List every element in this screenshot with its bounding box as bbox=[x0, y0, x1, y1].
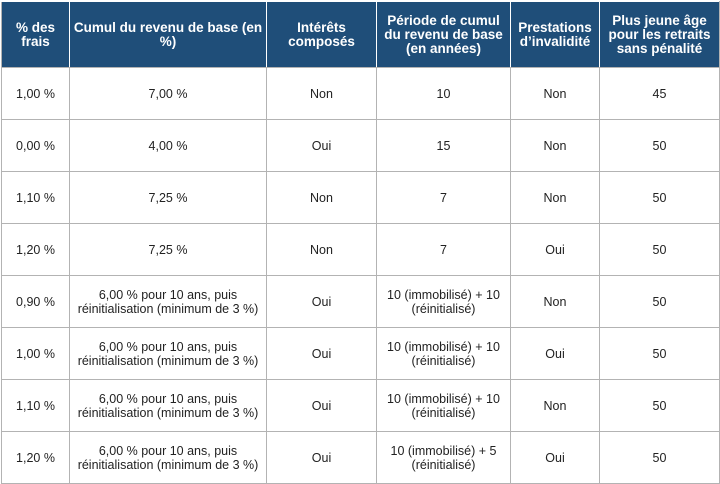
table-row: 1,10 % 6,00 % pour 10 ans, puis réinitia… bbox=[1, 379, 720, 432]
header-row: % des frais Cumul du revenu de base (en … bbox=[1, 1, 720, 68]
header-fees: % des frais bbox=[1, 1, 70, 68]
cell-base-income-accumulation: 7,00 % bbox=[69, 67, 267, 120]
cell-fees: 1,00 % bbox=[1, 67, 70, 120]
cell-base-income-accumulation: 6,00 % pour 10 ans, puis réinitialisatio… bbox=[69, 431, 267, 484]
cell-fees: 1,20 % bbox=[1, 223, 70, 276]
cell-disability-benefits: Non bbox=[510, 379, 600, 432]
cell-fees: 0,90 % bbox=[1, 275, 70, 328]
cell-accumulation-period: 15 bbox=[376, 119, 511, 172]
table-row: 1,00 % 6,00 % pour 10 ans, puis réinitia… bbox=[1, 327, 720, 380]
cell-disability-benefits: Oui bbox=[510, 223, 600, 276]
cell-accumulation-period: 10 bbox=[376, 67, 511, 120]
cell-disability-benefits: Non bbox=[510, 171, 600, 224]
cell-compound-interest: Non bbox=[266, 67, 377, 120]
cell-base-income-accumulation: 6,00 % pour 10 ans, puis réinitialisatio… bbox=[69, 379, 267, 432]
cell-compound-interest: Oui bbox=[266, 275, 377, 328]
cell-accumulation-period: 10 (immobilisé) + 10 (réinitialisé) bbox=[376, 327, 511, 380]
cell-youngest-withdrawal-age: 50 bbox=[599, 275, 720, 328]
cell-fees: 1,10 % bbox=[1, 171, 70, 224]
header-youngest-withdrawal-age: Plus jeune âge pour les retraits sans pé… bbox=[599, 1, 720, 68]
cell-youngest-withdrawal-age: 50 bbox=[599, 119, 720, 172]
table-row: 1,20 % 7,25 % Non 7 Oui 50 bbox=[1, 223, 720, 276]
cell-fees: 1,00 % bbox=[1, 327, 70, 380]
cell-accumulation-period: 10 (immobilisé) + 5 (réinitialisé) bbox=[376, 431, 511, 484]
table-row: 1,20 % 6,00 % pour 10 ans, puis réinitia… bbox=[1, 431, 720, 484]
cell-accumulation-period: 10 (immobilisé) + 10 (réinitialisé) bbox=[376, 275, 511, 328]
cell-youngest-withdrawal-age: 50 bbox=[599, 431, 720, 484]
cell-accumulation-period: 10 (immobilisé) + 10 (réinitialisé) bbox=[376, 379, 511, 432]
cell-youngest-withdrawal-age: 45 bbox=[599, 67, 720, 120]
cell-disability-benefits: Oui bbox=[510, 327, 600, 380]
cell-compound-interest: Oui bbox=[266, 327, 377, 380]
cell-fees: 0,00 % bbox=[1, 119, 70, 172]
cell-disability-benefits: Non bbox=[510, 119, 600, 172]
cell-compound-interest: Oui bbox=[266, 431, 377, 484]
cell-compound-interest: Oui bbox=[266, 379, 377, 432]
table-row: 1,10 % 7,25 % Non 7 Non 50 bbox=[1, 171, 720, 224]
table-row: 0,90 % 6,00 % pour 10 ans, puis réinitia… bbox=[1, 275, 720, 328]
header-base-income-accumulation: Cumul du revenu de base (en %) bbox=[69, 1, 267, 68]
cell-base-income-accumulation: 7,25 % bbox=[69, 223, 267, 276]
cell-youngest-withdrawal-age: 50 bbox=[599, 327, 720, 380]
header-accumulation-period: Période de cumul du revenu de base (en a… bbox=[376, 1, 511, 68]
cell-base-income-accumulation: 6,00 % pour 10 ans, puis réinitialisatio… bbox=[69, 275, 267, 328]
cell-disability-benefits: Non bbox=[510, 67, 600, 120]
cell-youngest-withdrawal-age: 50 bbox=[599, 223, 720, 276]
cell-disability-benefits: Oui bbox=[510, 431, 600, 484]
cell-base-income-accumulation: 4,00 % bbox=[69, 119, 267, 172]
cell-fees: 1,20 % bbox=[1, 431, 70, 484]
cell-compound-interest: Non bbox=[266, 171, 377, 224]
table-row: 1,00 % 7,00 % Non 10 Non 45 bbox=[1, 67, 720, 120]
cell-fees: 1,10 % bbox=[1, 379, 70, 432]
header-disability-benefits: Prestations d’invalidité bbox=[510, 1, 600, 68]
table-row: 0,00 % 4,00 % Oui 15 Non 50 bbox=[1, 119, 720, 172]
cell-disability-benefits: Non bbox=[510, 275, 600, 328]
cell-base-income-accumulation: 6,00 % pour 10 ans, puis réinitialisatio… bbox=[69, 327, 267, 380]
cell-accumulation-period: 7 bbox=[376, 171, 511, 224]
cell-compound-interest: Non bbox=[266, 223, 377, 276]
cell-youngest-withdrawal-age: 50 bbox=[599, 379, 720, 432]
cell-accumulation-period: 7 bbox=[376, 223, 511, 276]
cell-base-income-accumulation: 7,25 % bbox=[69, 171, 267, 224]
cell-compound-interest: Oui bbox=[266, 119, 377, 172]
header-compound-interest: Intérêts composés bbox=[266, 1, 377, 68]
cell-youngest-withdrawal-age: 50 bbox=[599, 171, 720, 224]
